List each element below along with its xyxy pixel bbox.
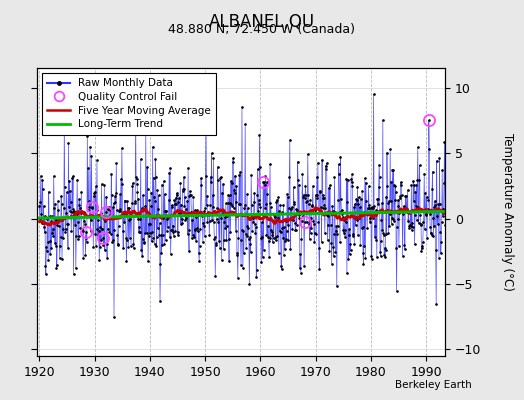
Text: ALBANEL,QU: ALBANEL,QU [209, 13, 315, 31]
Text: Berkeley Earth: Berkeley Earth [395, 380, 472, 390]
Y-axis label: Temperature Anomaly (°C): Temperature Anomaly (°C) [501, 133, 514, 291]
Text: 48.880 N, 72.450 W (Canada): 48.880 N, 72.450 W (Canada) [169, 23, 355, 36]
Legend: Raw Monthly Data, Quality Control Fail, Five Year Moving Average, Long-Term Tren: Raw Monthly Data, Quality Control Fail, … [42, 73, 216, 134]
